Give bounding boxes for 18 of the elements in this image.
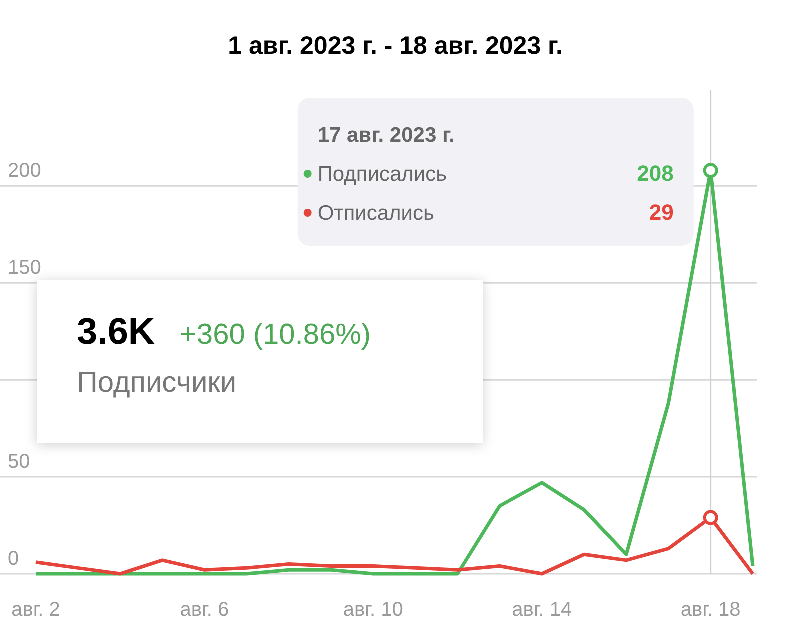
y-tick-label: 150 [8,257,42,280]
annotation: Подписчики [77,367,237,399]
annotation: 17 авг. 2023 г. [318,124,455,147]
x-tick-label: авг. 14 [512,599,572,621]
x-tick-label: авг. 6 [180,599,230,621]
text: 1 авг. 2023 г. - 18 авг. 2023 г. [228,32,563,60]
annotation: 3.6K [77,311,156,352]
x-tick-label: авг. 18 [680,599,741,621]
x-tick-label: авг. 2 [12,599,60,621]
y-tick-label: 50 [8,451,30,474]
x-tick-label: авг. 10 [343,599,404,621]
y-tick-label: 200 [8,160,42,182]
annotation: 208 [637,161,674,186]
legend-label: Отписались [318,202,435,225]
y-tick-label: 0 [8,548,20,570]
legend-label: Подписались [318,163,448,186]
annotation: 29 [649,200,674,225]
annotation: +360 (10.86%) [180,319,372,351]
